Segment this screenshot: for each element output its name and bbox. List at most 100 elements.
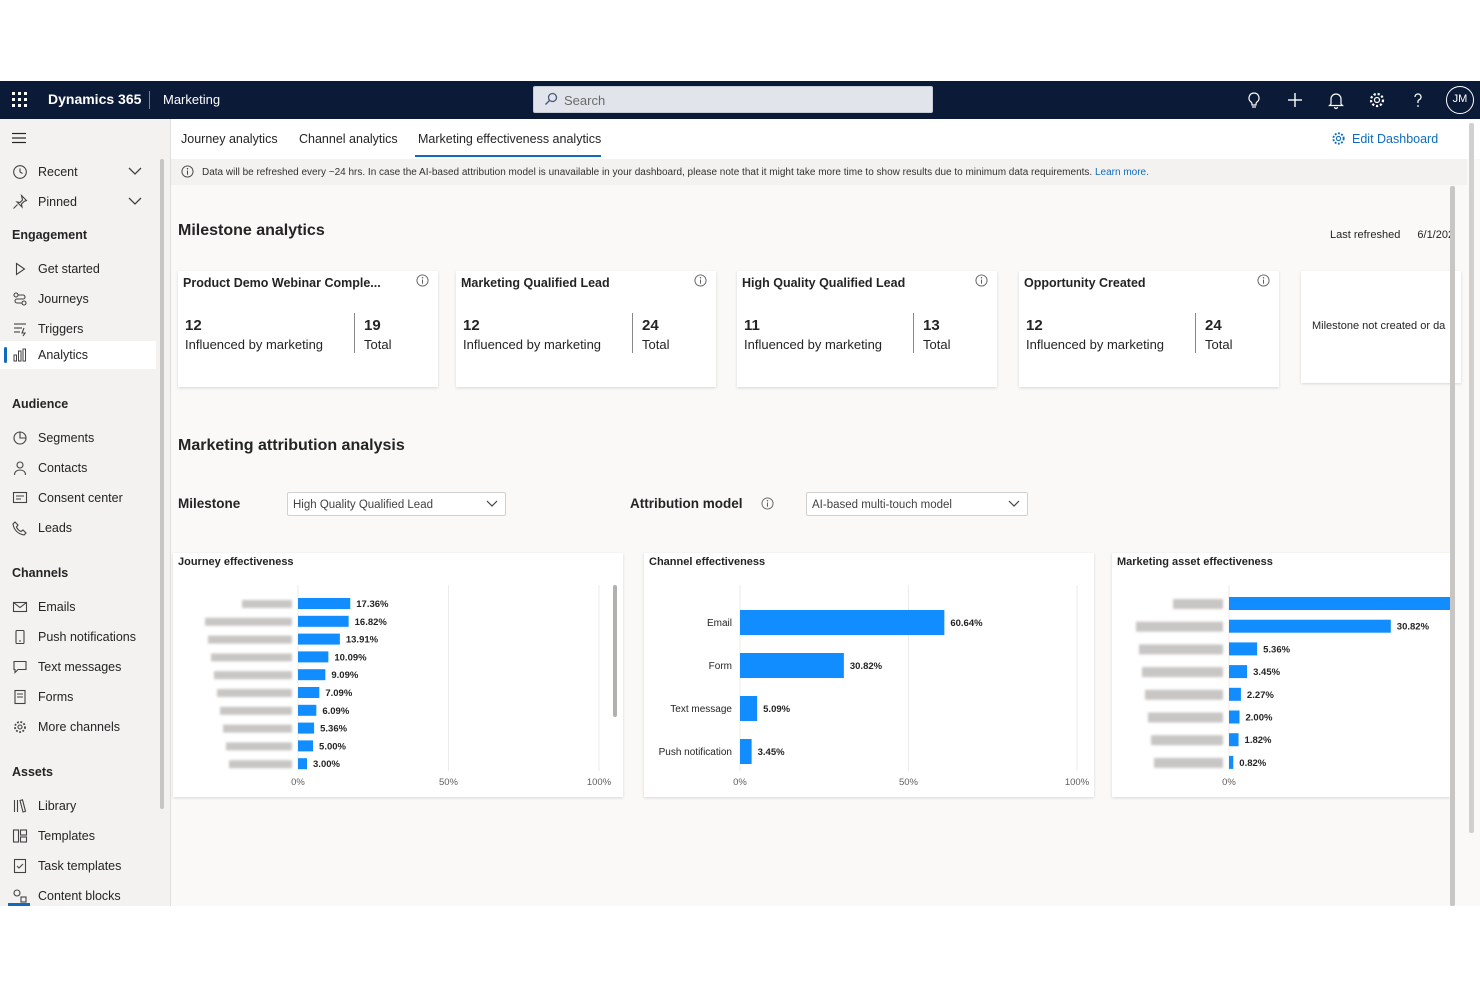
sidebar-item-templates[interactable]: Templates: [0, 822, 156, 850]
total-count: 24: [642, 317, 659, 334]
influenced-count: 12: [1026, 317, 1043, 334]
sidebar-item-push-notifications[interactable]: Push notifications: [0, 623, 156, 651]
lightbulb-icon[interactable]: [1244, 90, 1264, 110]
bar[interactable]: [298, 758, 308, 770]
bar[interactable]: [740, 610, 945, 635]
sidebar-item-consent-center[interactable]: Consent center: [0, 484, 156, 512]
sidebar-item-journeys[interactable]: Journeys: [0, 285, 156, 313]
chevron-down-icon[interactable]: [128, 197, 142, 205]
sidebar-item-recent[interactable]: Recent: [0, 158, 156, 186]
sidebar-item-emails[interactable]: Emails: [0, 593, 156, 621]
sidebar-item-forms[interactable]: Forms: [0, 683, 156, 711]
data-label: 5.09%: [763, 704, 790, 715]
chevron-down-icon[interactable]: [128, 167, 142, 175]
sidebar-item-triggers[interactable]: Triggers: [0, 315, 156, 343]
channel-effectiveness-chart: 0% 50% 100% Email 60.64% Form 30.82% Text messa…: [659, 585, 1090, 788]
hamburger-menu-icon[interactable]: [12, 132, 26, 144]
sidebar-item-content-blocks[interactable]: Content blocks: [0, 882, 156, 906]
bar[interactable]: [298, 687, 320, 698]
data-label: 9.09%: [331, 670, 358, 681]
sidebar-item-analytics[interactable]: Analytics: [0, 341, 156, 369]
bar[interactable]: [298, 615, 349, 627]
window-scrollbar[interactable]: [1469, 123, 1474, 833]
milestone-card[interactable]: High Quality Qualified Lead 11 Influence…: [737, 271, 997, 387]
sidebar-item-get-started[interactable]: Get started: [0, 255, 156, 283]
brand-name[interactable]: Dynamics 365: [48, 91, 142, 107]
search-input[interactable]: [564, 90, 924, 110]
sidebar-item-more-channels[interactable]: More channels: [0, 713, 156, 741]
clock-icon: [13, 165, 27, 179]
bar[interactable]: [1229, 665, 1248, 679]
plus-icon[interactable]: [1285, 90, 1305, 110]
avatar[interactable]: JM: [1446, 86, 1474, 114]
bar[interactable]: [740, 696, 758, 721]
bar[interactable]: [740, 653, 844, 678]
sidebar-item-label: Contacts: [38, 461, 88, 475]
bar[interactable]: [740, 739, 752, 764]
bar[interactable]: [1229, 755, 1234, 769]
bar[interactable]: [1229, 597, 1450, 610]
search-box[interactable]: [533, 86, 933, 113]
journey-effectiveness-chart: 0% 50% 100% 17.36% 16.82% 13.91% 10.09% 9.09% 7.…: [205, 585, 612, 788]
chart-scrollbar[interactable]: [613, 585, 617, 717]
milestone-card[interactable]: Opportunity Created 12 Influenced by mar…: [1019, 271, 1279, 387]
app-name[interactable]: Marketing: [163, 92, 221, 107]
bar[interactable]: [1229, 733, 1239, 747]
tab-marketing-effectiveness-analytics[interactable]: Marketing effectiveness analytics: [415, 132, 601, 157]
bar[interactable]: [1229, 619, 1391, 633]
total-label: Total: [364, 337, 392, 352]
milestone-analytics-heading: Milestone analytics: [178, 222, 325, 239]
bar[interactable]: [298, 704, 317, 716]
learn-more-link[interactable]: Learn more.: [1094, 167, 1149, 178]
help-icon[interactable]: [1408, 90, 1428, 110]
info-icon[interactable]: [694, 274, 707, 287]
info-icon[interactable]: [1257, 274, 1270, 287]
app-launcher-icon[interactable]: [12, 92, 28, 108]
info-icon[interactable]: [416, 274, 429, 287]
bar[interactable]: [1229, 642, 1258, 656]
person-icon: [13, 461, 27, 476]
bar[interactable]: [298, 722, 315, 734]
sidebar-item-library[interactable]: Library: [0, 792, 156, 820]
bar[interactable]: [298, 669, 326, 681]
data-label: 30.82%: [850, 661, 883, 672]
bar[interactable]: [1229, 687, 1241, 701]
x-tick-label: 100%: [1065, 777, 1090, 788]
data-label: 17.36%: [356, 599, 389, 610]
info-icon[interactable]: [975, 274, 988, 287]
bar[interactable]: [298, 651, 329, 663]
tab-channel-analytics[interactable]: Channel analytics: [299, 132, 398, 146]
milestone-card[interactable]: Product Demo Webinar Comple... 12 Influe…: [178, 271, 438, 387]
main-scrollbar[interactable]: [1450, 186, 1455, 906]
bar[interactable]: [1229, 710, 1240, 724]
sidebar-scrollbar[interactable]: [160, 159, 164, 809]
bar[interactable]: [298, 633, 340, 645]
attribution-model-dropdown[interactable]: AI-based multi-touch model: [806, 492, 1028, 516]
search-icon: [545, 92, 558, 105]
redacted-category-label: [217, 689, 292, 697]
total-count: 19: [364, 317, 381, 334]
data-label: 3.45%: [1253, 667, 1280, 678]
bar[interactable]: [298, 740, 314, 752]
x-tick-label: 0%: [733, 777, 747, 788]
sidebar-item-text-messages[interactable]: Text messages: [0, 653, 156, 681]
sidebar-item-pinned[interactable]: Pinned: [0, 188, 156, 216]
sidebar-item-task-templates[interactable]: Task templates: [0, 852, 156, 880]
bell-icon[interactable]: [1326, 90, 1346, 110]
sidebar-item-leads[interactable]: Leads: [0, 514, 156, 542]
section-heading-assets: Assets: [12, 765, 53, 779]
sidebar-item-label: Templates: [38, 829, 95, 843]
divider: [149, 91, 150, 109]
chat-icon: [13, 660, 27, 674]
tab-journey-analytics[interactable]: Journey analytics: [181, 132, 278, 146]
segments-icon: [13, 431, 27, 445]
sidebar-item-label: More channels: [38, 720, 120, 734]
bar[interactable]: [298, 598, 351, 609]
milestone-card[interactable]: Marketing Qualified Lead 12 Influenced b…: [456, 271, 716, 387]
gear-icon[interactable]: [1367, 90, 1387, 110]
milestone-dropdown[interactable]: High Quality Qualified Lead: [287, 492, 506, 516]
influenced-label: Influenced by marketing: [185, 337, 324, 352]
sidebar-item-contacts[interactable]: Contacts: [0, 454, 156, 482]
info-icon[interactable]: [761, 497, 774, 510]
sidebar-item-segments[interactable]: Segments: [0, 424, 156, 452]
